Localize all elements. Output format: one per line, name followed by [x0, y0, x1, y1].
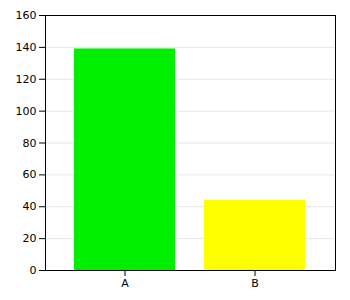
- svg-text:60: 60: [23, 168, 37, 181]
- svg-text:140: 140: [16, 41, 37, 54]
- svg-text:40: 40: [23, 200, 37, 213]
- svg-text:A: A: [121, 277, 129, 290]
- svg-text:80: 80: [23, 137, 37, 150]
- svg-text:100: 100: [16, 105, 37, 118]
- svg-text:0: 0: [30, 264, 37, 277]
- svg-text:160: 160: [16, 9, 37, 22]
- svg-text:120: 120: [16, 73, 37, 86]
- svg-text:B: B: [251, 277, 259, 290]
- svg-text:20: 20: [23, 232, 37, 245]
